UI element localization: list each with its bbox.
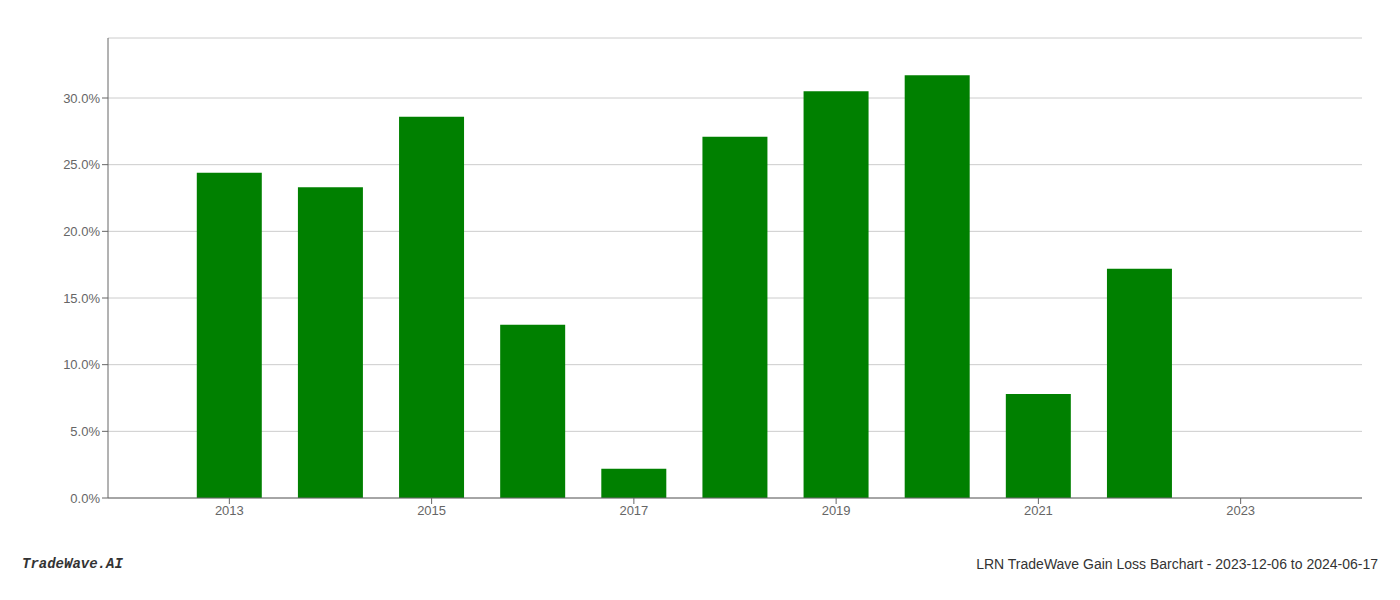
svg-text:2013: 2013	[215, 503, 244, 518]
html-text:LRN TradeWave Gain Loss Barcha: LRN TradeWave Gain Loss Barchart - 2023-…	[976, 556, 1378, 572]
svg-text:25.0%: 25.0%	[63, 157, 100, 172]
svg-text:20.0%: 20.0%	[63, 224, 100, 239]
svg-text:2017: 2017	[619, 503, 648, 518]
svg-text:30.0%: 30.0%	[63, 91, 100, 106]
svg-text:5.0%: 5.0%	[70, 424, 100, 439]
svg-text:10.0%: 10.0%	[63, 357, 100, 372]
svg-text:2021: 2021	[1024, 503, 1053, 518]
svg-text:2015: 2015	[417, 503, 446, 518]
svg-text:0.0%: 0.0%	[70, 491, 100, 506]
svg-text:15.0%: 15.0%	[63, 291, 100, 306]
svg-text:2019: 2019	[822, 503, 851, 518]
html-text:TradeWave.AI: TradeWave.AI	[22, 556, 123, 572]
svg-text:2023: 2023	[1226, 503, 1255, 518]
